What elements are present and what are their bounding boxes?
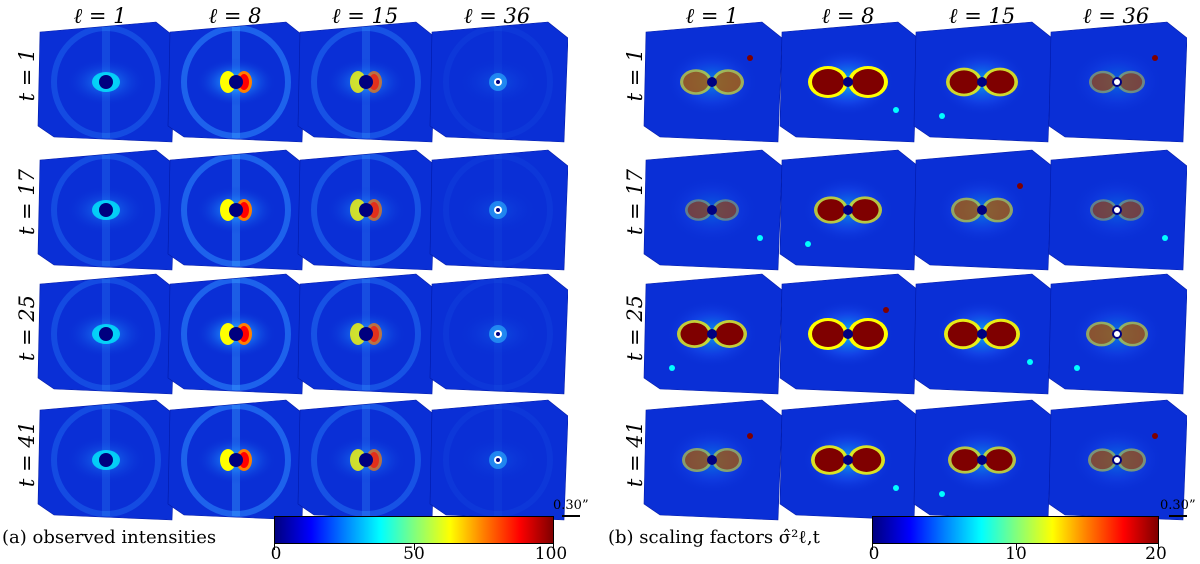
image-tile-a-row1-col1	[36, 18, 176, 143]
image-tile-b-row1-col4	[1047, 18, 1187, 143]
column-label-ell-15: ℓ = 15	[948, 4, 1016, 28]
caption-b: (b) scaling factors σ̂²ℓ,t	[608, 527, 820, 548]
image-tile-a-row4-col1	[36, 396, 176, 521]
colorbar-b-tick-0	[872, 544, 873, 550]
image-tile-b-row3-col4	[1047, 270, 1187, 395]
colorbar-a	[274, 516, 554, 544]
image-tile-a-row4-col4	[428, 396, 568, 521]
panel-scaling-factors: ℓ = 1 ℓ = 8 ℓ = 15 ℓ = 36 t = 1 t = 17 t…	[600, 0, 1200, 564]
colorbar-b-tick-20	[1158, 544, 1159, 550]
image-tile-a-row1-col4	[428, 18, 568, 143]
image-tile-b-row4-col1	[642, 396, 782, 521]
scale-label-b: 0.30”	[1160, 498, 1196, 513]
panel-observed-intensities: ℓ = 1 ℓ = 8 ℓ = 15 ℓ = 36 t = 1 t = 17 t…	[0, 0, 600, 564]
image-tile-a-row3-col1	[36, 270, 176, 395]
colorbar-a-label-50: 50	[403, 544, 425, 564]
column-label-ell-1: ℓ = 1	[685, 4, 739, 28]
image-tile-a-row2-col2	[166, 146, 306, 271]
scale-bar-b	[1169, 515, 1187, 517]
image-tile-a-row4-col3	[296, 396, 436, 521]
colorbar-a-tick-0	[274, 544, 275, 550]
image-tile-a-row2-col3	[296, 146, 436, 271]
image-tile-b-row3-col2	[778, 270, 918, 395]
image-tile-b-row1-col2	[778, 18, 918, 143]
colorbar-b-label-0: 0	[868, 544, 880, 564]
image-tile-b-row1-col3	[912, 18, 1052, 143]
image-tile-a-row4-col2	[166, 396, 306, 521]
image-tile-a-row3-col4	[428, 270, 568, 395]
image-tile-b-row3-col1	[642, 270, 782, 395]
column-label-ell-8: ℓ = 8	[208, 4, 262, 28]
image-tile-b-row2-col3	[912, 146, 1052, 271]
image-tile-a-row1-col2	[166, 18, 306, 143]
column-label-ell-36: ℓ = 36	[463, 4, 531, 28]
colorbar-b-label-10: 10	[1005, 544, 1027, 564]
image-tile-a-row3-col3	[296, 270, 436, 395]
image-tile-a-row3-col2	[166, 270, 306, 395]
image-tile-b-row4-col2	[778, 396, 918, 521]
image-tile-a-row2-col4	[428, 146, 568, 271]
colorbar-b	[872, 516, 1159, 544]
image-tile-a-row1-col3	[296, 18, 436, 143]
column-label-ell-8: ℓ = 8	[821, 4, 875, 28]
image-tile-b-row3-col3	[912, 270, 1052, 395]
colorbar-b-label-20: 20	[1145, 544, 1167, 564]
column-label-ell-36: ℓ = 36	[1082, 4, 1150, 28]
colorbar-a-label-0: 0	[270, 544, 282, 564]
image-tile-b-row2-col1	[642, 146, 782, 271]
image-tile-b-row2-col2	[778, 146, 918, 271]
scale-label-a: 0.30”	[553, 498, 589, 513]
image-tile-a-row2-col1	[36, 146, 176, 271]
image-tile-b-row4-col4	[1047, 396, 1187, 521]
colorbar-a-tick-100	[553, 544, 554, 550]
colorbar-b-tick-10	[1016, 544, 1017, 550]
scale-bar-a	[562, 515, 580, 517]
image-tile-b-row2-col4	[1047, 146, 1187, 271]
image-tile-b-row4-col3	[912, 396, 1052, 521]
image-tile-b-row1-col1	[642, 18, 782, 143]
caption-a: (a) observed intensities	[2, 527, 217, 548]
column-label-ell-1: ℓ = 1	[73, 4, 127, 28]
column-label-ell-15: ℓ = 15	[331, 4, 399, 28]
colorbar-a-tick-50	[414, 544, 415, 550]
colorbar-a-label-100: 100	[534, 544, 568, 564]
